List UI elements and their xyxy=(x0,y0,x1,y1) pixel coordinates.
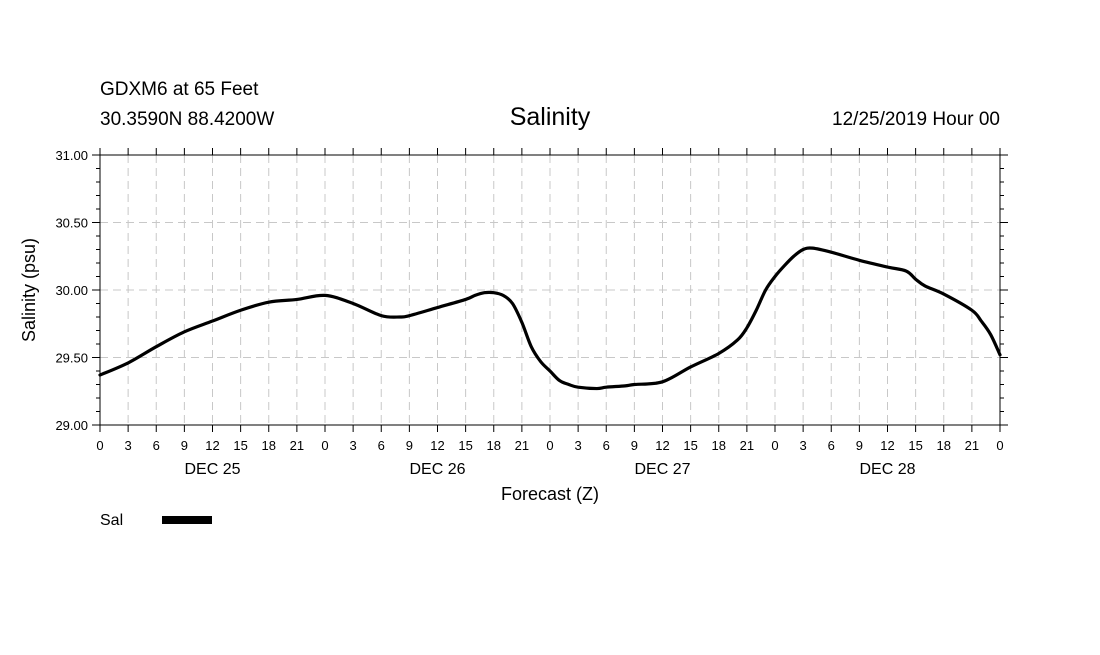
x-tick-label: 3 xyxy=(575,438,582,453)
x-tick-label: 9 xyxy=(856,438,863,453)
x-tick-label: 3 xyxy=(125,438,132,453)
series-layer xyxy=(98,246,1002,391)
plot-frame xyxy=(99,154,1001,426)
axis-ticks xyxy=(92,148,1008,432)
x-tick-label: 0 xyxy=(321,438,328,453)
x-tick-label: 15 xyxy=(233,438,247,453)
x-tick-label: 9 xyxy=(181,438,188,453)
x-tick-labels: 0 3 6 9 12 15 18 21 0 3 6 9 12 15 18 21 0 3 6 9 12 15 18 21 0 3 6 9… xyxy=(96,438,1003,453)
y-tick-label: 30.50 xyxy=(55,216,88,231)
x-tick-label: 9 xyxy=(631,438,638,453)
x-tick-label: 21 xyxy=(740,438,754,453)
x-tick-label: 21 xyxy=(515,438,529,453)
x-tick-label: 0 xyxy=(546,438,553,453)
legend: Sal xyxy=(100,512,212,529)
x-tick-label: 0 xyxy=(96,438,103,453)
legend-swatch xyxy=(162,516,212,524)
x-tick-label: 15 xyxy=(458,438,472,453)
y-tick-label: 30.00 xyxy=(55,283,88,298)
x-tick-label: 18 xyxy=(262,438,276,453)
y-axis-label: Salinity (psu) xyxy=(19,238,39,342)
legend-label: Sal xyxy=(100,512,123,529)
x-tick-label: 6 xyxy=(828,438,835,453)
station-label: GDXM6 at 65 Feet xyxy=(100,79,259,100)
x-tick-label: 12 xyxy=(880,438,894,453)
x-tick-label: 12 xyxy=(430,438,444,453)
x-tick-label: 12 xyxy=(655,438,669,453)
x-axis-label: Forecast (Z) xyxy=(501,484,599,504)
x-tick-label: 3 xyxy=(350,438,357,453)
x-tick-label: 3 xyxy=(800,438,807,453)
day-label: DEC 26 xyxy=(409,461,465,478)
y-tick-label: 29.00 xyxy=(55,418,88,433)
x-tick-label: 15 xyxy=(908,438,922,453)
x-tick-label: 6 xyxy=(153,438,160,453)
series-line-sal xyxy=(98,246,1002,391)
x-tick-label: 18 xyxy=(937,438,951,453)
grid-lines xyxy=(100,155,1000,425)
x-tick-label: 18 xyxy=(487,438,501,453)
location-label: 30.3590N 88.4200W xyxy=(100,109,274,130)
y-tick-label: 31.00 xyxy=(55,148,88,163)
x-tick-label: 21 xyxy=(965,438,979,453)
x-tick-label: 21 xyxy=(290,438,304,453)
y-tick-labels: 29.00 29.50 30.00 30.50 31.00 xyxy=(55,148,88,433)
day-label: DEC 28 xyxy=(859,461,915,478)
day-label: DEC 27 xyxy=(634,461,690,478)
x-tick-label: 0 xyxy=(996,438,1003,453)
x-tick-label: 18 xyxy=(712,438,726,453)
x-tick-label: 6 xyxy=(603,438,610,453)
x-tick-label: 12 xyxy=(205,438,219,453)
day-label: DEC 25 xyxy=(184,461,240,478)
chart-title: Salinity xyxy=(510,103,591,131)
issued-time-label: 12/25/2019 Hour 00 xyxy=(832,109,1000,130)
x-tick-label: 6 xyxy=(378,438,385,453)
x-tick-label: 15 xyxy=(683,438,697,453)
y-tick-label: 29.50 xyxy=(55,351,88,366)
day-labels: DEC 25 DEC 26 DEC 27 DEC 28 xyxy=(184,461,915,478)
x-tick-label: 9 xyxy=(406,438,413,453)
x-tick-label: 0 xyxy=(771,438,778,453)
